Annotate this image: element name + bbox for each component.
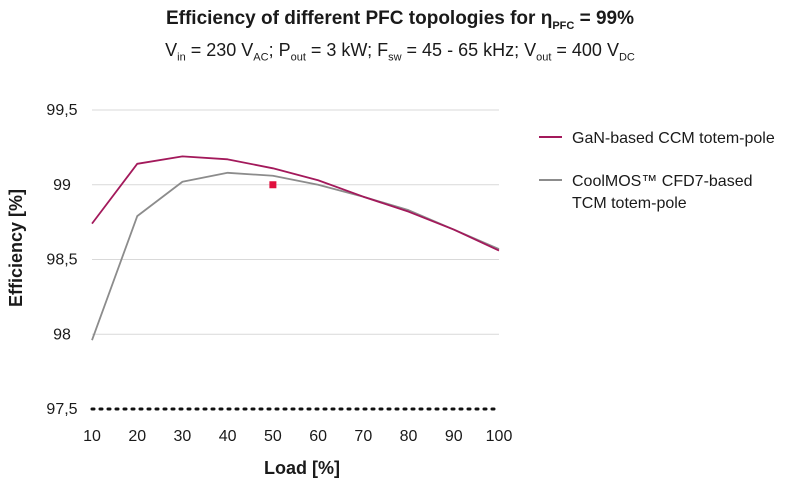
x-tick-label: 70	[354, 428, 372, 445]
x-tick-label: 20	[128, 428, 146, 445]
x-tick-labels: 10 20 30 40 50 60 70 80 90 100	[83, 428, 512, 445]
series-line	[91, 155, 500, 252]
x-tick-label: 40	[219, 428, 237, 445]
y-tick-labels: 99,5 99 98,5 98 97,5	[46, 102, 77, 418]
legend: GaN-based CCM totem-pole CoolMOS™ CFD7-ba…	[539, 130, 775, 212]
y-tick-label: 99	[53, 177, 71, 194]
x-tick-label: 30	[174, 428, 192, 445]
x-axis-label: Load [%]	[264, 458, 340, 478]
legend-label: GaN-based CCM totem-pole	[572, 130, 775, 147]
x-tick-label: 60	[309, 428, 327, 445]
target-marker-point	[269, 181, 277, 189]
x-tick-label: 50	[264, 428, 282, 445]
x-tick-label: 90	[445, 428, 463, 445]
y-tick-label: 99,5	[46, 102, 77, 119]
y-axis-label: Efficiency [%]	[6, 189, 26, 307]
chart-title: Efficiency of different PFC topologies f…	[165, 8, 635, 32]
chart-subtitle: Vin = 230 VAC; Pout = 3 kW; Fsw = 45 - 6…	[165, 40, 635, 64]
grid-lines	[90, 109, 501, 411]
y-tick-label: 98,5	[46, 252, 77, 269]
y-tick-label: 97,5	[46, 401, 77, 418]
x-tick-label: 100	[486, 428, 513, 445]
y-tick-label: 98	[53, 326, 71, 343]
legend-label: CoolMOS™ CFD7-based	[572, 173, 753, 190]
legend-label: TCM totem-pole	[572, 195, 687, 212]
x-tick-label: 10	[83, 428, 101, 445]
series-lines	[91, 155, 500, 341]
target-marker	[269, 181, 277, 189]
x-tick-label: 80	[400, 428, 418, 445]
series-line	[91, 171, 500, 341]
